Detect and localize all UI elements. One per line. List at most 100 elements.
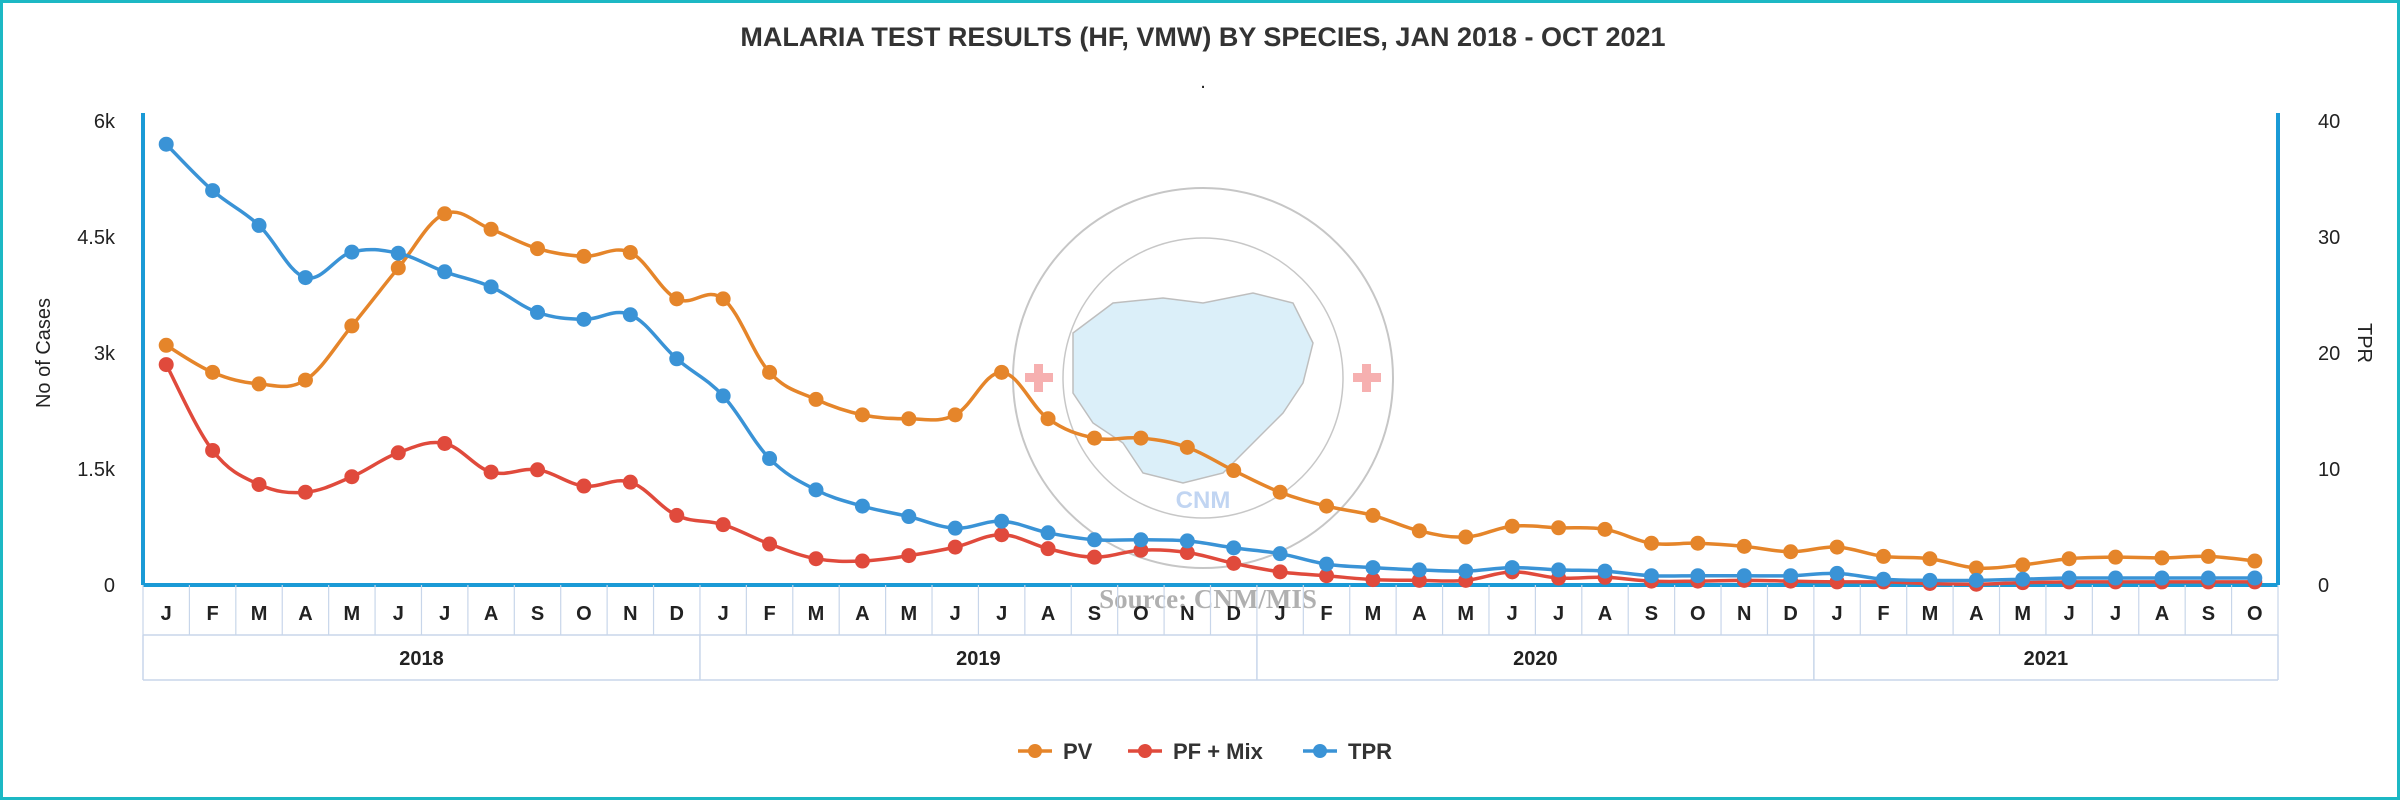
- month-tick-label: J: [2110, 603, 2121, 625]
- data-point-tpr: [947, 520, 963, 536]
- data-point-tpr: [251, 217, 267, 233]
- data-point-pv: [390, 260, 406, 276]
- data-point-pf-mix: [437, 435, 453, 451]
- month-tick-label: A: [484, 603, 498, 625]
- data-point-pv: [158, 337, 174, 353]
- data-point-tpr: [344, 244, 360, 260]
- seal-logo-text: CNM: [1176, 487, 1231, 514]
- data-point-pv: [205, 364, 221, 380]
- month-tick-label: A: [1412, 603, 1426, 625]
- data-point-pf-mix: [251, 476, 267, 492]
- month-tick-label: S: [2202, 603, 2215, 625]
- data-point-pf-mix: [344, 469, 360, 485]
- year-label: 2019: [956, 648, 1001, 670]
- month-tick-label: F: [1877, 603, 1889, 625]
- data-point-pv: [1319, 498, 1335, 514]
- month-tick-label: D: [1226, 603, 1240, 625]
- data-point-pv: [1690, 535, 1706, 551]
- data-point-pv: [1226, 463, 1242, 479]
- data-point-tpr: [808, 482, 824, 498]
- month-tick-label: J: [1507, 603, 1518, 625]
- data-point-pv: [1736, 538, 1752, 554]
- data-point-tpr: [1179, 533, 1195, 549]
- month-tick-label: J: [2064, 603, 2075, 625]
- month-tick-label: J: [718, 603, 729, 625]
- legend-swatch-dot-tpr: [1313, 744, 1327, 758]
- data-point-tpr: [437, 264, 453, 280]
- data-point-pv: [1922, 551, 1938, 567]
- y-axis-title: No of Cases: [33, 298, 55, 408]
- data-point-pv: [947, 407, 963, 423]
- data-point-pv: [2015, 557, 2031, 573]
- data-point-tpr: [994, 513, 1010, 529]
- data-point-pv: [1643, 535, 1659, 551]
- data-point-tpr: [1783, 568, 1799, 584]
- data-point-pv: [530, 241, 546, 257]
- data-point-pf-mix: [715, 517, 731, 533]
- series-line-pf-mix: [164, 363, 2255, 587]
- y2-tick-label: 0: [2318, 575, 2329, 597]
- month-tick-label: J: [393, 603, 404, 625]
- year-label: 2021: [2024, 648, 2069, 670]
- data-point-tpr: [205, 183, 221, 199]
- red-cross-left-icon: [1025, 364, 1053, 392]
- data-point-pv: [1783, 544, 1799, 560]
- month-tick-label: J: [1832, 603, 1843, 625]
- data-point-tpr: [1875, 571, 1891, 587]
- data-point-pv: [1411, 523, 1427, 539]
- month-tick-label: N: [1737, 603, 1751, 625]
- data-point-tpr: [901, 509, 917, 525]
- data-point-pv: [1086, 430, 1102, 446]
- data-point-pv: [297, 372, 313, 388]
- data-point-tpr: [1504, 560, 1520, 576]
- data-point-tpr: [2108, 570, 2124, 586]
- data-point-pf-mix: [762, 536, 778, 552]
- data-point-pv: [1133, 430, 1149, 446]
- y-tick-label: 1.5k: [77, 459, 116, 481]
- data-point-tpr: [1226, 540, 1242, 556]
- data-point-tpr: [1133, 532, 1149, 548]
- data-point-tpr: [669, 351, 685, 367]
- data-point-pf-mix: [669, 507, 685, 523]
- data-point-pv: [1365, 507, 1381, 523]
- data-point-pv: [1968, 560, 1984, 576]
- source-watermark: Source: CNM/MIS: [1099, 584, 1317, 614]
- data-point-pv: [1272, 484, 1288, 500]
- data-point-pv: [1551, 520, 1567, 536]
- data-point-pf-mix: [947, 539, 963, 555]
- data-point-tpr: [576, 311, 592, 327]
- month-tick-label: A: [855, 603, 869, 625]
- data-point-pv: [1829, 539, 1845, 555]
- data-point-tpr: [1968, 572, 1984, 588]
- data-point-pv: [251, 376, 267, 392]
- data-point-pf-mix: [1365, 572, 1381, 588]
- data-point-pf-mix: [1133, 542, 1149, 558]
- month-tick-label: O: [2247, 603, 2263, 625]
- data-point-tpr: [762, 451, 778, 467]
- y-tick-label: 0: [104, 575, 115, 597]
- data-point-tpr: [2154, 570, 2170, 586]
- red-cross-right-icon: [1353, 364, 1381, 392]
- data-point-tpr: [1319, 556, 1335, 572]
- data-point-pv: [762, 364, 778, 380]
- data-point-tpr: [715, 388, 731, 404]
- chart-subtitle: .: [1200, 71, 1206, 93]
- month-tick-label: A: [1969, 603, 1983, 625]
- data-point-pf-mix: [901, 548, 917, 564]
- y2-tick-label: 10: [2318, 459, 2340, 481]
- month-tick-label: S: [531, 603, 544, 625]
- data-point-pf-mix: [158, 357, 174, 373]
- month-tick-label: S: [1088, 603, 1101, 625]
- data-point-pv: [854, 407, 870, 423]
- data-point-tpr: [2200, 570, 2216, 586]
- month-tick-label: A: [2155, 603, 2169, 625]
- month-tick-label: N: [1180, 603, 1194, 625]
- y2-tick-label: 30: [2318, 227, 2340, 249]
- seal-inner-ring: [1062, 237, 1344, 519]
- data-point-tpr: [1690, 568, 1706, 584]
- month-tick-label: J: [950, 603, 961, 625]
- month-tick-label: M: [900, 603, 917, 625]
- data-point-tpr: [530, 304, 546, 320]
